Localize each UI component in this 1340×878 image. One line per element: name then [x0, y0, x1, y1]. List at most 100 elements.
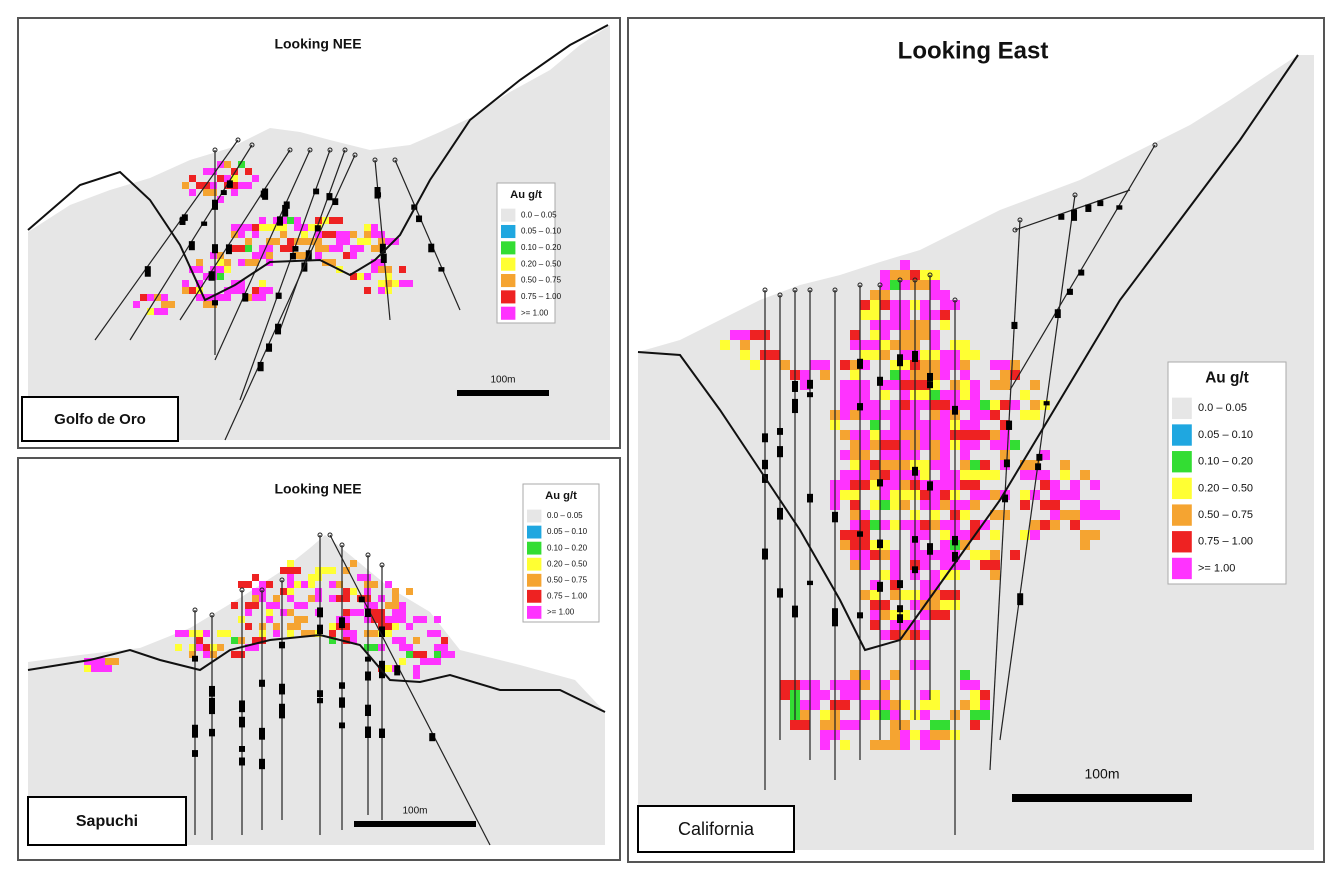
intercept [212, 300, 218, 306]
legend-label: 0.05 – 0.10 [521, 227, 562, 236]
grade-block [385, 287, 392, 294]
intercept [777, 428, 783, 435]
grade-block [105, 658, 119, 665]
grade-block [392, 595, 399, 602]
grade-block [900, 280, 910, 290]
intercept [1002, 494, 1009, 503]
grade-block [810, 360, 820, 370]
grade-block [900, 700, 910, 710]
intercept [201, 221, 208, 226]
intercept [807, 379, 813, 389]
grade-block [880, 700, 890, 710]
intercept [762, 433, 768, 443]
grade-block [329, 630, 336, 637]
grade-block [294, 623, 301, 630]
intercept [188, 241, 195, 251]
intercept [912, 536, 918, 543]
intercept [365, 671, 371, 681]
grade-block [336, 595, 350, 602]
grade-block [1030, 380, 1040, 390]
intercept [208, 271, 215, 281]
grade-block [189, 644, 196, 651]
scale-label: 100m [490, 375, 515, 386]
intercept [1058, 213, 1065, 220]
legend-label: 0.20 – 0.50 [1198, 482, 1253, 494]
legend-label: 0.50 – 0.75 [1198, 509, 1253, 521]
grade-block [920, 560, 930, 570]
grade-block [880, 470, 890, 480]
grade-block [920, 480, 930, 490]
legend-swatch [501, 274, 516, 288]
grade-block [900, 730, 910, 740]
grade-block [800, 380, 810, 390]
grade-block [1100, 510, 1120, 520]
grade-block [308, 581, 315, 588]
grade-block [413, 616, 427, 623]
grade-block [336, 238, 343, 245]
grade-block [940, 320, 950, 330]
grade-block [280, 231, 287, 238]
intercept [877, 479, 883, 487]
grade-block [287, 588, 294, 595]
grade-block [182, 182, 189, 189]
legend-label: 0.0 – 0.05 [521, 210, 557, 219]
drill-hole [394, 159, 461, 311]
grade-block [371, 231, 385, 238]
grade-block [1080, 500, 1090, 510]
grade-block [84, 658, 98, 665]
intercept [283, 201, 290, 209]
collar [877, 282, 883, 288]
grade-block [196, 280, 203, 287]
grade-block [406, 588, 413, 595]
collar [327, 147, 333, 153]
grade-block [860, 510, 870, 520]
grade-block [1020, 490, 1030, 500]
intercept [375, 192, 382, 198]
grade-block [940, 440, 950, 450]
intercept [429, 733, 436, 742]
intercept [257, 361, 264, 372]
grade-block [890, 730, 900, 740]
intercept [1085, 204, 1092, 212]
intercept [279, 703, 285, 715]
grade-block [970, 690, 980, 700]
grade-block [940, 520, 960, 530]
intercept [314, 225, 321, 232]
grade-block [990, 550, 1000, 560]
grade-block [900, 590, 910, 600]
grade-block [750, 330, 770, 340]
intercept [358, 596, 365, 603]
collar [857, 282, 863, 288]
grade-block [990, 380, 1010, 390]
grade-block [301, 238, 315, 245]
intercept [416, 215, 423, 223]
grade-block [161, 301, 175, 308]
grade-block [990, 360, 1010, 370]
intercept [379, 660, 385, 672]
intercept [317, 690, 323, 698]
grade-block [940, 540, 950, 550]
legend-swatch [527, 509, 542, 523]
intercept [192, 728, 198, 738]
grade-block [231, 637, 238, 644]
intercept [1078, 269, 1085, 276]
legend-swatch [527, 589, 542, 603]
grade-block [336, 581, 343, 588]
panel-title: Looking NEE [274, 36, 361, 52]
grade-block [308, 595, 315, 602]
grade-block [266, 224, 280, 231]
grade-block [280, 609, 287, 616]
grade-block [850, 560, 860, 570]
grade-block [860, 340, 870, 350]
grade-block [399, 609, 406, 616]
grade-block [930, 480, 940, 490]
collar [317, 532, 323, 538]
grade-block [245, 245, 252, 252]
grade-block [385, 616, 392, 623]
grade-block [231, 602, 238, 609]
panel: Looking NEE Au g/t 0.0 – 0.05 0.05 – 0.10 0.… [17, 457, 621, 861]
intercept [1011, 321, 1018, 329]
grade-block [189, 651, 196, 658]
legend-label: 0.50 – 0.75 [521, 276, 562, 285]
grade-block [940, 590, 960, 600]
